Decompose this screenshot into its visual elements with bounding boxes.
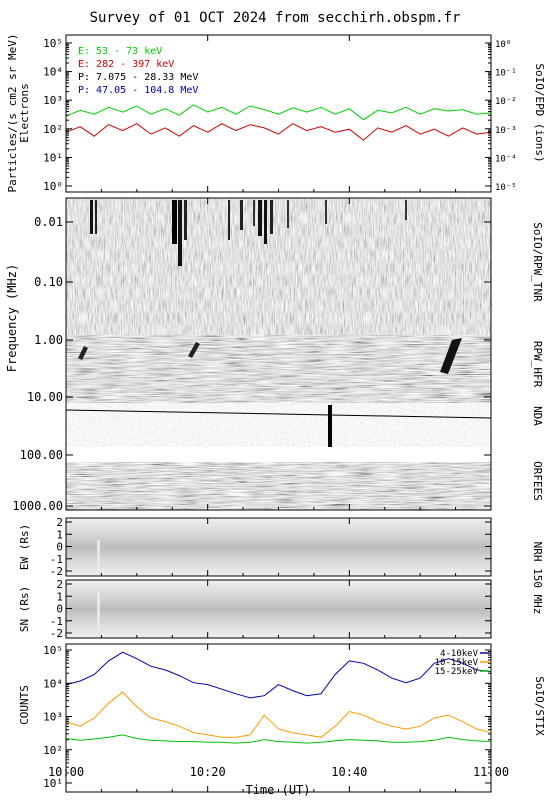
- nda-label: NDA: [531, 406, 544, 426]
- tick-label: -1: [50, 615, 63, 628]
- tick-label: 10³: [43, 711, 63, 724]
- series-line-1: [65, 691, 492, 738]
- epd-left-label-2: Electrons: [18, 83, 31, 143]
- nrh-sn-ylabel: SN (Rs): [18, 586, 31, 632]
- tick-label: 0.01: [34, 215, 63, 229]
- epd-legend-entry: E: 53 - 73 keV: [78, 46, 162, 57]
- tick-label: 10.00: [27, 390, 63, 404]
- tick-label: 1.00: [34, 333, 63, 347]
- tick-label: 10¹: [43, 151, 63, 164]
- time-axis: 10:00 10:20 10:40 11:00: [48, 35, 509, 792]
- tick-label: 10²: [43, 123, 63, 136]
- series-line-0: [65, 104, 492, 121]
- tick-label: 2: [56, 516, 63, 529]
- spectrogram-ylabel: Frequency (MHz): [5, 264, 19, 372]
- tick-label: 1000.00: [12, 499, 63, 513]
- epd-right-label: SoIO/EPD (ions): [533, 63, 546, 162]
- tick-label: -2: [50, 565, 63, 578]
- tnr-label: SoIO/RPW_TNR: [531, 222, 544, 302]
- stix-ylabel: COUNTS: [18, 685, 31, 725]
- tick-label: 2: [56, 578, 63, 591]
- right-tick-label: 10⁻⁴: [495, 154, 517, 164]
- time-axis-label: Time (UT): [245, 783, 310, 797]
- right-tick-label: 10⁻³: [495, 126, 517, 136]
- tick-label: 0: [56, 603, 63, 616]
- tick-label: 10⁵: [43, 644, 63, 657]
- nrh-ew-source: [97, 540, 100, 572]
- nrh-sn-frame: [65, 579, 492, 639]
- tick-label: 0: [56, 541, 63, 554]
- nrh-sn-source: [97, 592, 100, 632]
- time-tick-label: 10:20: [190, 765, 226, 779]
- right-tick-label: 10⁻²: [495, 97, 517, 107]
- nrh-right-label: NRH 150 MHz: [531, 542, 544, 615]
- orfees-label: ORFEES: [531, 461, 544, 501]
- epd-legend-entry: P: 47.05 - 104.8 MeV: [78, 85, 198, 96]
- spectrogram-panel: 0.01 0.10 1.00 10.00 100.00 1000.00 Frequency…: [5, 197, 544, 513]
- epd-legend-entry: E: 282 - 397 keV: [78, 59, 174, 70]
- tnr-band: [66, 198, 491, 335]
- hfr-band: [66, 335, 491, 403]
- tick-label: 1: [56, 590, 63, 603]
- tick-label: 1: [56, 528, 63, 541]
- right-tick-label: 10⁻⁵: [495, 183, 517, 193]
- tick-label: 10⁵: [43, 37, 63, 50]
- stix-right-label: SoIO/STIX: [533, 676, 546, 736]
- tick-label: 0.10: [34, 275, 63, 289]
- nrh-ew-ylabel: EW (Rs): [18, 524, 31, 570]
- tick-label: -1: [50, 553, 63, 566]
- figure-title: Survey of 01 OCT 2024 from secchirh.obsp…: [89, 10, 461, 26]
- orfees-band: [66, 462, 491, 510]
- nda-band: [66, 403, 491, 447]
- series-line-1: [65, 123, 492, 141]
- tick-label: 10²: [43, 744, 63, 757]
- tick-label: 10⁰: [43, 180, 63, 193]
- tick-label: 10¹: [43, 777, 63, 790]
- series-line-2: [65, 734, 492, 744]
- series-line-0: [65, 651, 492, 699]
- stix-legend-entry: 10-15keV: [435, 658, 479, 668]
- right-tick-label: 10⁰: [495, 40, 511, 50]
- tick-label: 10⁴: [43, 66, 63, 79]
- tick-label: 10³: [43, 94, 63, 107]
- time-tick-label: 11:00: [473, 765, 509, 779]
- epd-left-label-1: Particles/(s cm2 sr MeV): [6, 34, 19, 193]
- tick-label: 10⁴: [43, 677, 63, 690]
- hfr-label: RPW_HFR: [531, 341, 544, 388]
- stix-legend-entry: 15-25keV: [435, 667, 479, 677]
- epd-legend-entry: P: 7.075 - 28.33 MeV: [78, 72, 198, 83]
- stix-frame: [65, 643, 492, 793]
- stix-legend-entry: 4-10keV: [440, 649, 479, 659]
- nrh-ew-frame: [65, 517, 492, 577]
- right-tick-label: 10⁻¹: [495, 69, 517, 79]
- epd-frame: [65, 34, 492, 193]
- tick-label: -2: [50, 627, 63, 640]
- epd-panel: E: 53 - 73 keV E: 282 - 397 keV P: 7.075 -…: [6, 34, 546, 193]
- tick-label: 100.00: [20, 448, 63, 462]
- time-tick-label: 10:00: [48, 765, 84, 779]
- time-tick-label: 10:40: [331, 765, 367, 779]
- radio-bursts: [65, 200, 492, 447]
